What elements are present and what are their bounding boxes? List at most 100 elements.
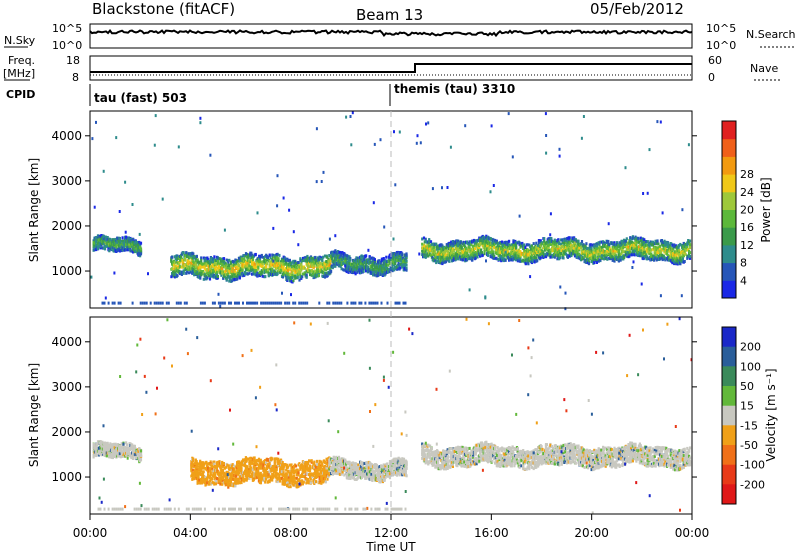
range-cell: [344, 262, 347, 266]
ground-cell: [111, 301, 114, 305]
noise-cell: [449, 145, 452, 149]
noise-cell: [147, 272, 149, 276]
ground-cell: [161, 301, 164, 305]
ground-cell: [103, 301, 106, 305]
range-cell: [424, 237, 427, 241]
range-cell: [241, 268, 244, 272]
range-cell: [566, 242, 569, 245]
range-cell: [686, 243, 689, 247]
range-cell: [673, 245, 676, 249]
noise-cell: [138, 232, 141, 236]
range-cell: [380, 257, 383, 261]
range-cell: [452, 249, 455, 252]
range-cell: [519, 245, 522, 249]
range-cell: [593, 251, 596, 255]
range-cell: [595, 244, 598, 248]
ground-cell: [264, 301, 267, 305]
range-cell: [372, 271, 376, 275]
range-cell: [530, 244, 533, 248]
range-cell: [290, 263, 293, 267]
range-cell: [342, 261, 345, 265]
ground-cell: [398, 301, 401, 305]
range-cell: [504, 244, 507, 248]
range-cell: [673, 243, 676, 247]
range-cell: [553, 238, 556, 242]
nsky-label: N.Sky: [4, 34, 36, 47]
range-cell: [501, 244, 505, 248]
range-cell: [296, 275, 299, 279]
range-cell: [468, 246, 471, 250]
range-cell: [306, 261, 309, 265]
power-colorbar-tick: 28: [740, 168, 754, 181]
range-cell: [611, 252, 614, 255]
power-colorbar-segment: [722, 209, 736, 228]
range-cell: [633, 249, 636, 253]
noise-cell: [529, 275, 532, 279]
range-cell: [671, 261, 674, 265]
range-cell: [449, 244, 452, 248]
ground-cell: [157, 301, 160, 305]
range-cell: [643, 242, 646, 246]
range-cell: [216, 275, 219, 278]
range-cell: [249, 258, 252, 262]
noise-cell: [492, 184, 495, 187]
range-cell: [170, 258, 173, 262]
range-cell: [392, 259, 395, 263]
range-cell: [398, 254, 401, 258]
range-cell: [229, 277, 232, 281]
range-cell: [428, 245, 431, 248]
noise-cell: [392, 237, 395, 241]
range-cell: [538, 246, 541, 250]
range-cell: [388, 255, 391, 259]
range-cell: [294, 276, 297, 280]
noise-cell: [153, 143, 156, 147]
range-cell: [608, 243, 611, 247]
range-cell: [579, 244, 582, 247]
ground-cell: [360, 301, 363, 305]
range-cell: [650, 252, 653, 256]
range-cell: [280, 260, 283, 264]
range-cell: [292, 259, 295, 263]
ground-cell: [268, 301, 271, 305]
range-cell: [139, 241, 143, 245]
range-cell: [395, 265, 398, 269]
y-tick-label: 2000: [51, 219, 82, 233]
range-cell: [438, 247, 441, 251]
range-cell: [685, 248, 688, 252]
range-cell: [677, 246, 680, 250]
range-cell: [549, 250, 552, 254]
range-cell: [519, 259, 522, 263]
range-cell: [192, 252, 195, 256]
noise-cell: [131, 203, 134, 206]
range-cell: [628, 254, 631, 258]
noise-cell: [199, 116, 202, 120]
range-cell: [236, 277, 239, 281]
range-cell: [630, 240, 634, 244]
range-cell: [247, 255, 250, 259]
range-cell: [368, 255, 371, 259]
range-cell: [257, 262, 260, 266]
noise-cell: [161, 197, 164, 201]
range-cell: [515, 244, 518, 248]
range-cell: [328, 264, 331, 268]
range-cell: [197, 262, 200, 266]
nsearch-label: N.Search: [746, 28, 796, 41]
range-cell: [655, 258, 658, 262]
range-cell: [347, 268, 350, 272]
range-cell: [366, 265, 369, 269]
range-cell: [291, 276, 294, 279]
range-cell: [380, 260, 383, 264]
range-cell: [686, 245, 689, 249]
freq-panel: Freq. [MHz] 18 8 60 0 Nave: [3, 54, 780, 84]
range-cell: [314, 269, 317, 273]
noise-cell: [288, 208, 291, 212]
range-cell: [388, 270, 391, 274]
range-cell: [660, 256, 663, 260]
range-cell: [666, 249, 669, 252]
range-cell: [536, 259, 539, 263]
range-cell: [435, 256, 438, 260]
range-cell: [330, 255, 333, 259]
range-cell: [664, 246, 667, 250]
range-cell: [668, 243, 671, 247]
range-cell: [620, 243, 623, 247]
